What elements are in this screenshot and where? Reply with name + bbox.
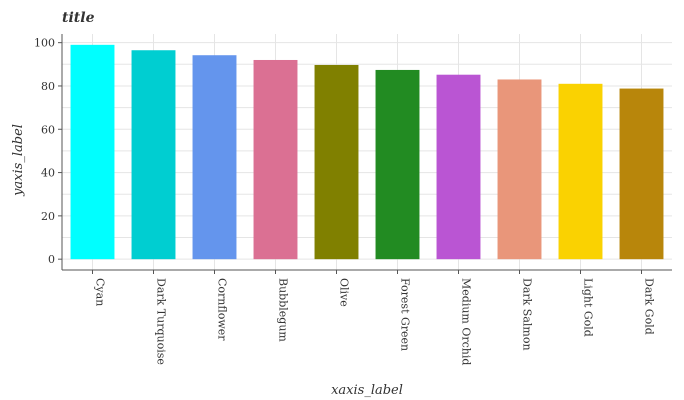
x-tick-label: Dark Gold (643, 278, 656, 335)
y-tick-label: 40 (41, 167, 55, 180)
x-tick-label: Cyan (94, 278, 107, 306)
x-tick-label: Dark Salmon (521, 278, 534, 351)
chart-title: title (62, 10, 95, 26)
y-tick-label: 20 (41, 210, 55, 223)
bars (70, 44, 664, 260)
bar-light-gold (558, 83, 603, 260)
x-tick-label: Olive (338, 278, 351, 307)
bar-cornflower (192, 55, 237, 260)
x-axis: Cyan Dark Turquoise Cornflower Bubblegum Oli… (62, 269, 672, 365)
bar-dark-gold (619, 88, 664, 260)
bar-bubblegum (253, 59, 298, 260)
x-tick-label: Light Gold (582, 278, 595, 337)
x-tick-label: Dark Turquoise (155, 278, 168, 365)
bar-forest-green (375, 69, 420, 260)
bar-olive (314, 64, 359, 260)
x-tick-label: Cornflower (216, 278, 229, 341)
bar-dark-salmon (497, 79, 542, 260)
x-tick-label: Bubblegum (277, 278, 290, 342)
y-axis-label: yaxis_label (11, 124, 26, 197)
x-tick-label: Forest Green (399, 278, 412, 351)
y-tick-label: 60 (41, 123, 55, 136)
y-axis: 0 20 40 60 80 100 (34, 34, 63, 270)
y-tick-label: 100 (34, 37, 55, 50)
y-tick-label: 0 (48, 253, 55, 266)
x-tick-label: Medium Orchid (460, 278, 473, 365)
x-axis-label: xaxis_label (331, 383, 403, 398)
bar-medium-orchid (436, 74, 481, 260)
bar-cyan (70, 44, 115, 260)
y-tick-label: 80 (41, 80, 55, 93)
bar-dark-turquoise (131, 50, 176, 260)
